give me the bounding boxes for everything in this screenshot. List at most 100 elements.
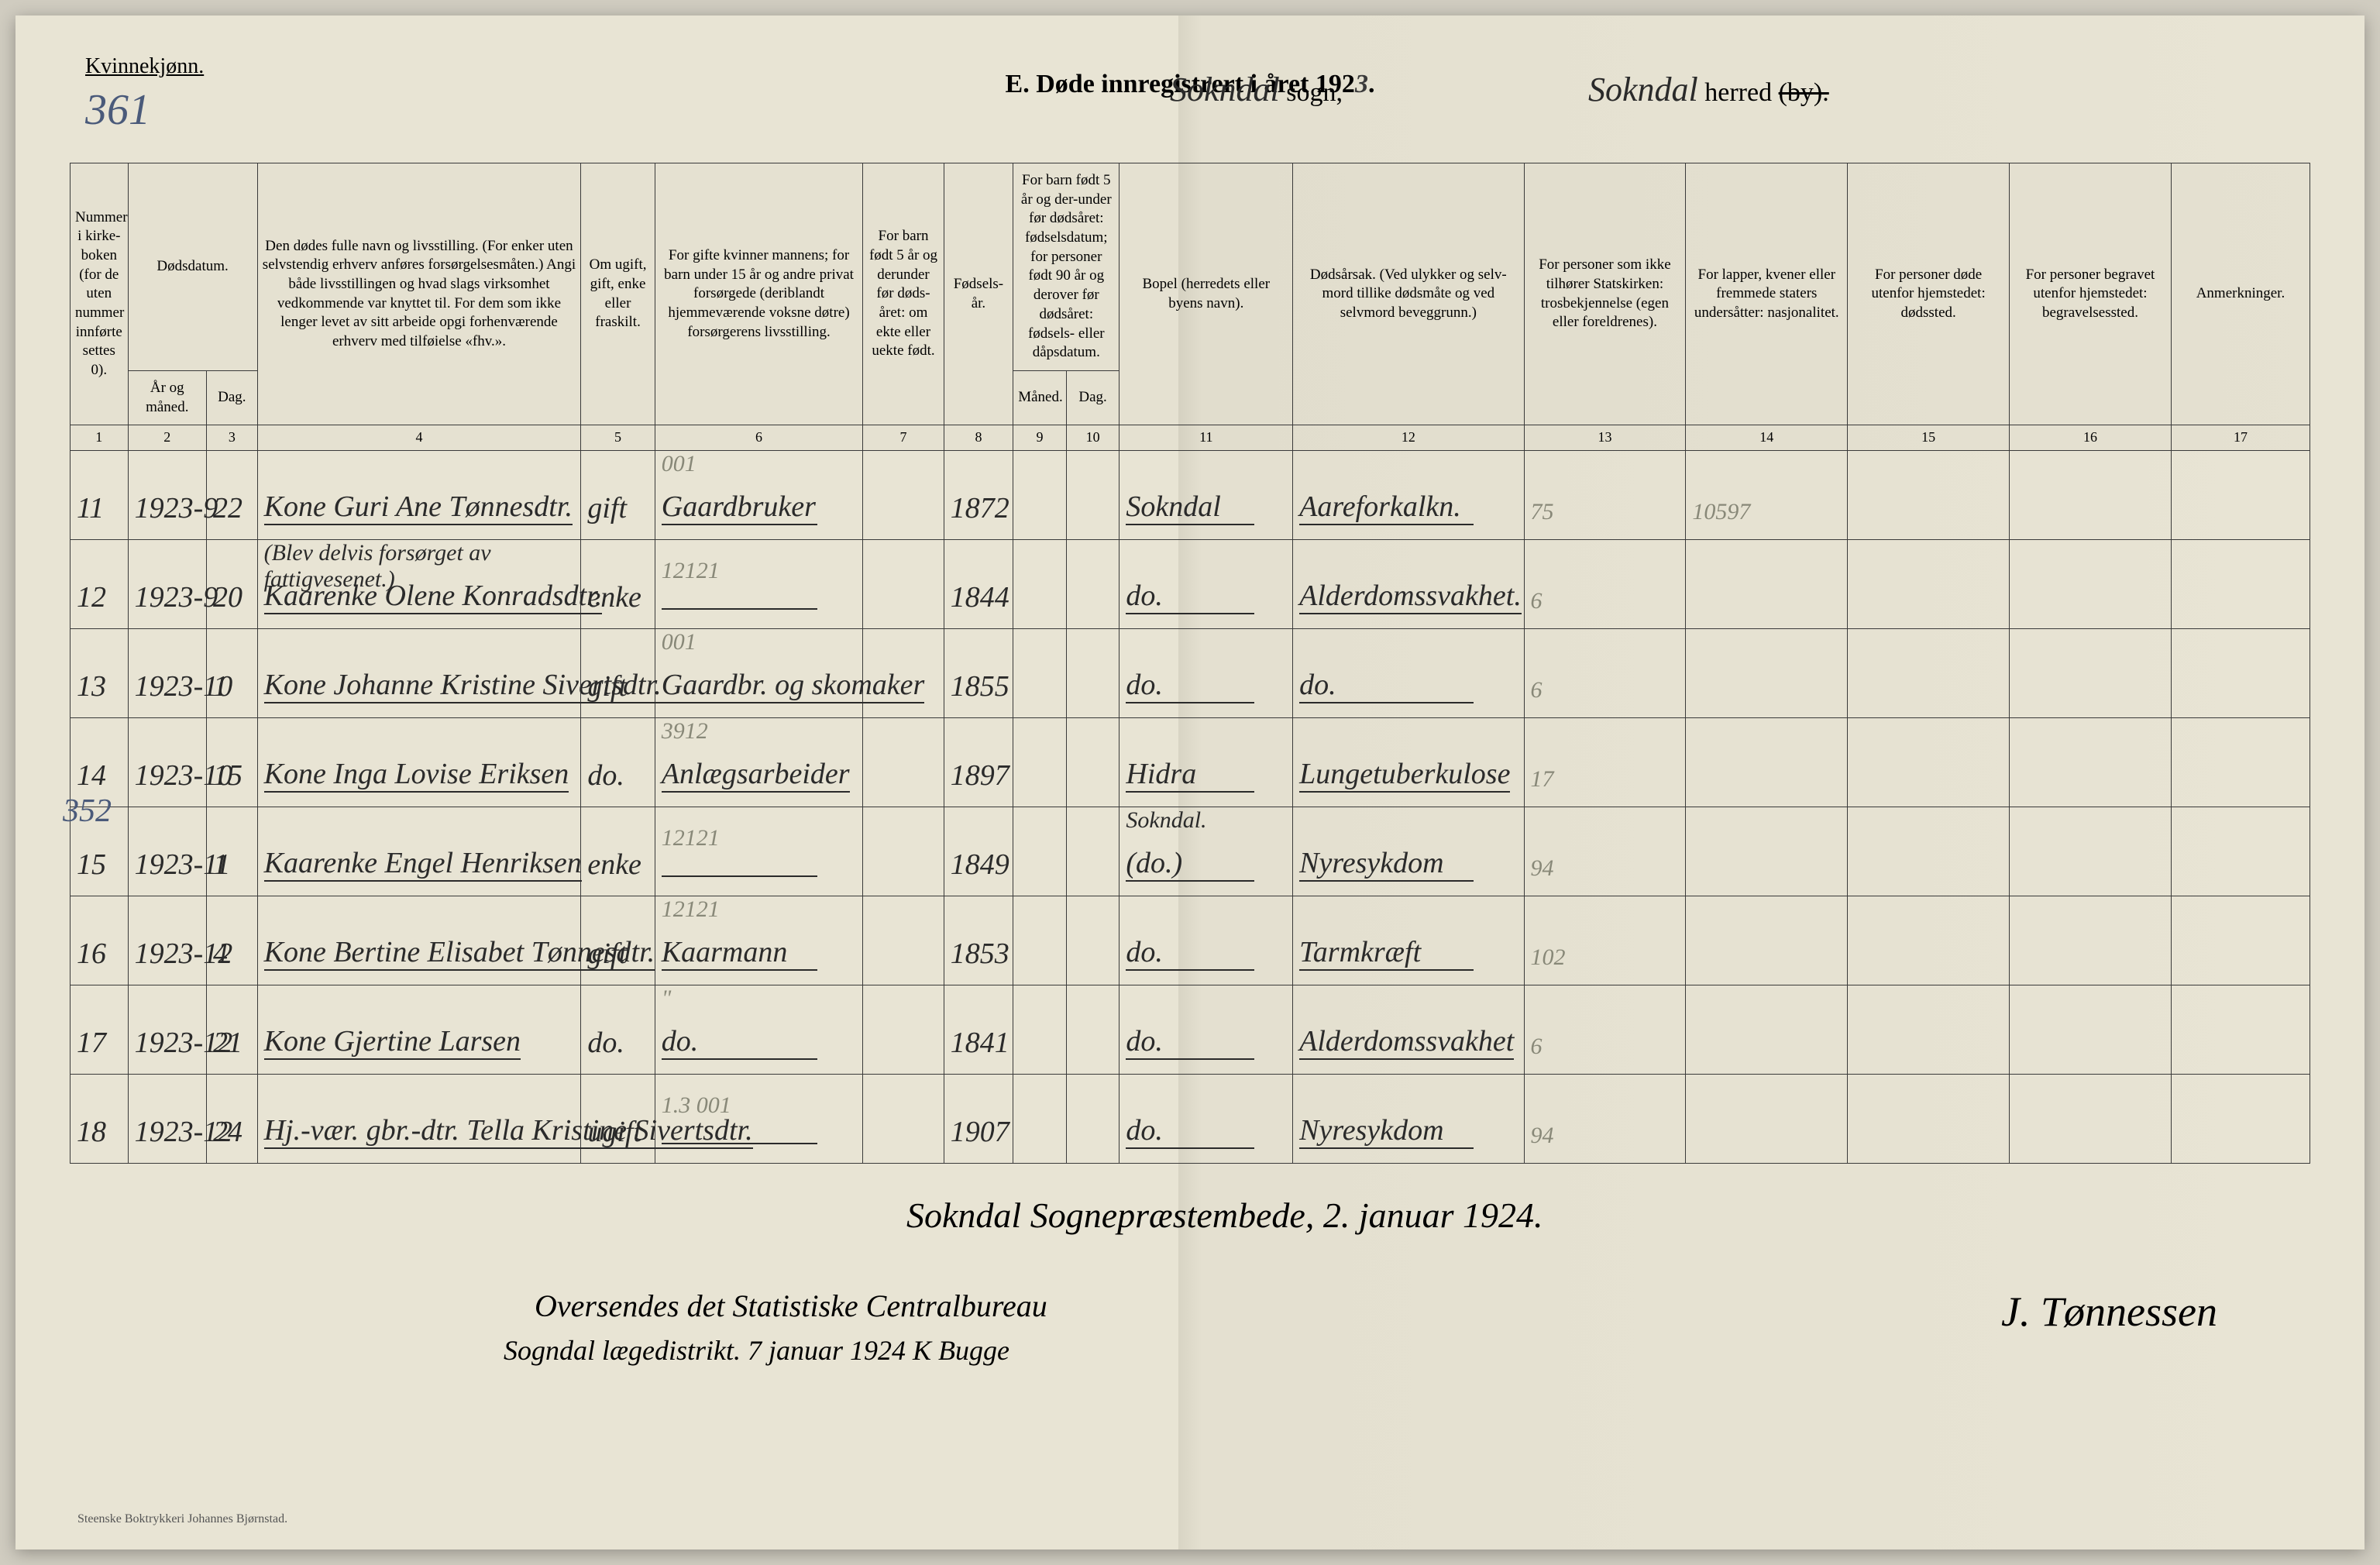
name-note: (Blev delvis forsørget av fattigvesenet.… [264,540,581,593]
title-line: E. Døde innregistrert i året 1923. Soknd… [70,54,2310,99]
table-cell: 12121 [655,807,863,896]
colnum: 17 [2171,425,2309,450]
table-cell [863,628,944,717]
table-cell: 13 [71,628,129,717]
table-cell: 18 [71,1074,129,1163]
table-cell [1848,450,2010,539]
table-cell [2010,896,2172,985]
cell-value: enke [587,848,641,881]
col-header-7: For barn født 5 år og derunder før døds-… [863,163,944,425]
table-cell: 1897 [944,717,1013,807]
cell-value: do. [587,759,624,792]
table-cell: do. [1119,985,1293,1074]
table-cell: 1923-11 [128,807,206,896]
table-cell [2010,1074,2172,1163]
table-cell [1066,896,1119,985]
table-cell: do. [1119,539,1293,628]
table-cell: Kone Inga Lovise Eriksen [257,717,581,807]
cell-value: 15 [77,848,106,881]
table-cell: 1923-10 [128,717,206,807]
cell-value: 102 [1531,944,1566,970]
footer-line-1: Sokndal Sognepræstembede, 2. januar 1924… [906,1195,1543,1236]
table-cell: do. [1119,628,1293,717]
table-cell: 12121Kaarmann [655,896,863,985]
col-header-15: For personer døde utenfor hjemstedet: dø… [1848,163,2010,425]
cell-value: 17 [1531,766,1554,792]
sogn-label: sogn, [1286,78,1343,107]
table-cell: 1841 [944,985,1013,1074]
table-cell: ugift [581,1074,655,1163]
cell-value: 6 [1531,677,1543,703]
table-cell: 15 [71,807,129,896]
sogn-value: Sokndal [1170,71,1280,108]
place-note: Sokndal. [1126,807,1206,834]
table-cell [1848,985,2010,1074]
cell-value: 75 [1531,499,1554,525]
table-row: 171923-1221Kone Gjertine Larsendo."do.18… [71,985,2310,1074]
table-cell [1013,896,1067,985]
col-header-2a: Dødsdatum. [128,163,257,371]
cell-value: Kaarenke Engel Henriksen [264,846,582,882]
cell-value: 94 [1531,855,1554,881]
table-row: 181923-1224Hj.-vær. gbr.-dtr. Tella Kris… [71,1074,2310,1163]
table-cell [1066,628,1119,717]
col-header-12: Dødsårsak. (Ved ulykker og selv-mord til… [1293,163,1524,425]
col-header-6: For gifte kvinner mannens; for barn unde… [655,163,863,425]
col-header-9: Måned. [1013,370,1067,425]
table-cell: Aareforkalkn. [1293,450,1524,539]
cell-value: Kone Gjertine Larsen [264,1024,521,1060]
table-cell: 4 [207,896,258,985]
table-cell [1013,628,1067,717]
table-cell: Lungetuberkulose [1293,717,1524,807]
cell-value: gift [587,670,627,703]
cell-value: gift [587,492,627,525]
table-cell [1013,539,1067,628]
table-cell [2171,985,2309,1074]
herred-block: Sokndal herred (by). [1588,70,1829,109]
colnum: 4 [257,425,581,450]
table-cell: 1923-9 [128,450,206,539]
table-cell: 21 [207,985,258,1074]
sogn-block: Sokndal sogn, [1170,70,1343,109]
table-cell: 001Gaardbr. og skomaker [655,628,863,717]
table-cell [1848,539,2010,628]
cell-value: (do.) [1126,846,1254,882]
cell-value: 22 [213,492,242,525]
table-cell: 11 [71,450,129,539]
cell-value: do. [1126,579,1254,614]
table-cell [1848,807,2010,896]
table-cell: 1849 [944,807,1013,896]
table-cell: 1923-12 [128,1074,206,1163]
table-cell: Kone Bertine Elisabet Tønnesdtr. [257,896,581,985]
cell-value: Gaardbruker [662,490,817,525]
col-header-5: Om ugift, gift, enke eller fraskilt. [581,163,655,425]
ledger-table: Nummer i kirke-boken (for de uten nummer… [70,163,2310,1164]
cell-value: ugift [587,1116,641,1148]
footer-block: Sokndal Sognepræstembede, 2. januar 1924… [70,1187,2310,1404]
table-cell [1066,807,1119,896]
cell-value [662,875,817,877]
col-header-1: Nummer i kirke-boken (for de uten nummer… [71,163,129,425]
pencil-annotation: 12121 [662,558,720,584]
herred-value: Sokndal [1588,71,1698,108]
cell-value: Sokndal [1126,490,1254,525]
cell-value: 11 [77,492,104,525]
cell-value: 13 [77,670,106,703]
table-cell: (Blev delvis forsørget av fattigvesenet.… [257,539,581,628]
table-cell [1848,1074,2010,1163]
table-cell: 6 [1524,539,1686,628]
table-cell [2010,539,2172,628]
table-cell [2171,628,2309,717]
colnum: 14 [1686,425,1848,450]
table-cell [1066,450,1119,539]
cell-value: Nyresykdom [1299,1113,1474,1149]
col-header-8: Fødsels-år. [944,163,1013,425]
cell-value: 24 [213,1116,242,1148]
cell-value: 1907 [951,1116,1009,1148]
cell-value: 1872 [951,492,1009,525]
cell-value: 94 [1531,1123,1554,1148]
table-cell [1848,896,2010,985]
table-cell: 22 [207,450,258,539]
table-cell [863,1074,944,1163]
table-cell: 16 [71,896,129,985]
